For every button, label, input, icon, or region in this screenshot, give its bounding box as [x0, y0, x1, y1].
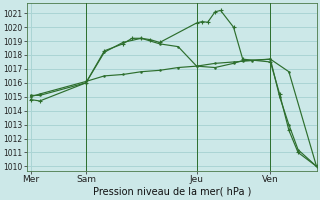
X-axis label: Pression niveau de la mer( hPa ): Pression niveau de la mer( hPa ) [92, 187, 251, 197]
